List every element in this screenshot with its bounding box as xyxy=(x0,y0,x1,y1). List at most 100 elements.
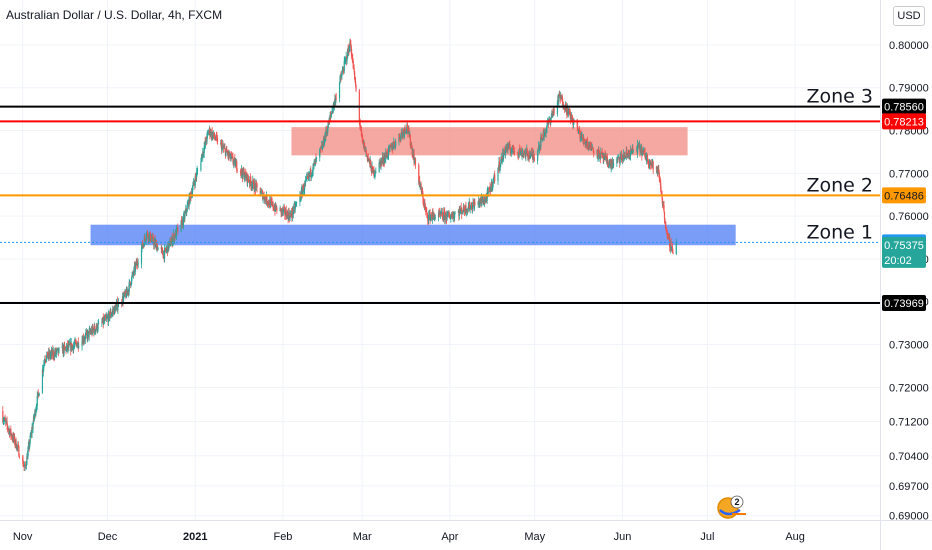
candle-body xyxy=(465,205,467,213)
candle-body xyxy=(109,315,111,319)
candle-body xyxy=(538,145,541,150)
candle-body xyxy=(666,231,668,234)
candle-body xyxy=(344,60,346,62)
candle-body xyxy=(460,207,462,210)
candle-body xyxy=(426,212,428,213)
candle-body xyxy=(644,152,646,159)
candle-body xyxy=(365,150,368,154)
candle-body xyxy=(625,151,627,158)
candle-body xyxy=(54,352,56,358)
candle-body xyxy=(385,152,387,156)
candle-body xyxy=(151,236,153,240)
candle-body xyxy=(43,363,45,368)
candle-body xyxy=(584,141,586,145)
candle-body xyxy=(406,124,409,130)
tradingview-badge-icon[interactable]: 2 xyxy=(712,494,748,520)
candle-body xyxy=(85,333,87,336)
candle-body xyxy=(394,144,396,147)
candle-body xyxy=(228,151,230,156)
candle-body xyxy=(254,182,256,186)
candle-body xyxy=(91,326,94,334)
candle-body xyxy=(427,214,429,220)
candle-body xyxy=(252,180,254,182)
candle-body xyxy=(503,150,505,158)
candle-body xyxy=(234,158,236,160)
candle-body xyxy=(77,341,79,348)
candle-body xyxy=(671,246,674,253)
candle-body xyxy=(244,172,246,178)
candle-body xyxy=(408,128,410,132)
candle-body xyxy=(259,187,261,196)
candle-body xyxy=(50,353,52,356)
zone-3-label: Zone 3 xyxy=(807,86,874,108)
level-073969-label: 0.73969 xyxy=(884,298,924,310)
candle-body xyxy=(49,355,52,357)
candle-body xyxy=(56,349,58,352)
y-tick-label: 0.79000 xyxy=(889,83,929,95)
candle-body xyxy=(46,355,48,360)
candle-body xyxy=(182,216,185,226)
candle-body xyxy=(424,205,426,210)
candle-body xyxy=(299,195,302,198)
level-076486-label-bg xyxy=(882,187,926,204)
candle-body xyxy=(461,209,463,215)
candle-body xyxy=(488,187,490,193)
candle-body xyxy=(589,141,592,150)
candle-body xyxy=(255,183,257,191)
candle-body xyxy=(221,146,223,151)
candle-body xyxy=(565,103,567,106)
candle-body xyxy=(203,146,205,153)
candle-body xyxy=(103,319,105,324)
candle-body xyxy=(512,145,514,149)
candle-body xyxy=(518,153,520,156)
currency-button[interactable]: USD xyxy=(893,6,925,26)
candle-body xyxy=(206,132,209,134)
candle-body xyxy=(288,212,290,217)
candle-body xyxy=(17,445,19,447)
candle-body xyxy=(434,217,436,218)
level-078213-label-bg xyxy=(882,113,926,130)
candle-body xyxy=(392,147,394,150)
candle-body xyxy=(422,201,425,203)
candle-body xyxy=(414,157,417,165)
candle-body xyxy=(262,196,264,200)
candle-body xyxy=(497,167,499,181)
x-tick-label: Dec xyxy=(98,531,118,543)
candle-body xyxy=(359,124,361,127)
candle-body xyxy=(588,145,591,147)
candle-body xyxy=(150,239,152,242)
candle-body xyxy=(53,351,55,357)
candle-body xyxy=(420,184,422,190)
level-078213-label: 0.78213 xyxy=(884,116,924,128)
candle-body xyxy=(477,201,479,205)
candle-body xyxy=(639,143,641,153)
candle-body xyxy=(18,446,20,457)
candle-body xyxy=(189,192,192,195)
candle-body xyxy=(202,151,204,158)
candle-body xyxy=(322,144,324,146)
candle-body xyxy=(405,131,407,133)
candle-body xyxy=(229,152,231,159)
candle-body xyxy=(646,154,649,162)
candle-body xyxy=(389,145,392,147)
candle-body xyxy=(359,120,361,125)
candle-body xyxy=(570,118,572,120)
candle-body xyxy=(147,231,149,237)
candle-body xyxy=(304,183,306,190)
candle-body xyxy=(665,226,667,229)
candle-body xyxy=(16,445,18,450)
candle-body xyxy=(308,173,310,177)
candle-body xyxy=(299,195,301,203)
candle-body xyxy=(659,178,661,181)
candle-body xyxy=(319,149,321,158)
candle-body xyxy=(11,437,13,439)
candle-body xyxy=(619,157,621,164)
candle-body xyxy=(270,200,272,208)
candle-body xyxy=(509,148,511,152)
candle-body xyxy=(578,128,581,134)
candle-body xyxy=(249,176,252,182)
candle-body xyxy=(30,435,32,437)
candle-body xyxy=(134,265,136,272)
